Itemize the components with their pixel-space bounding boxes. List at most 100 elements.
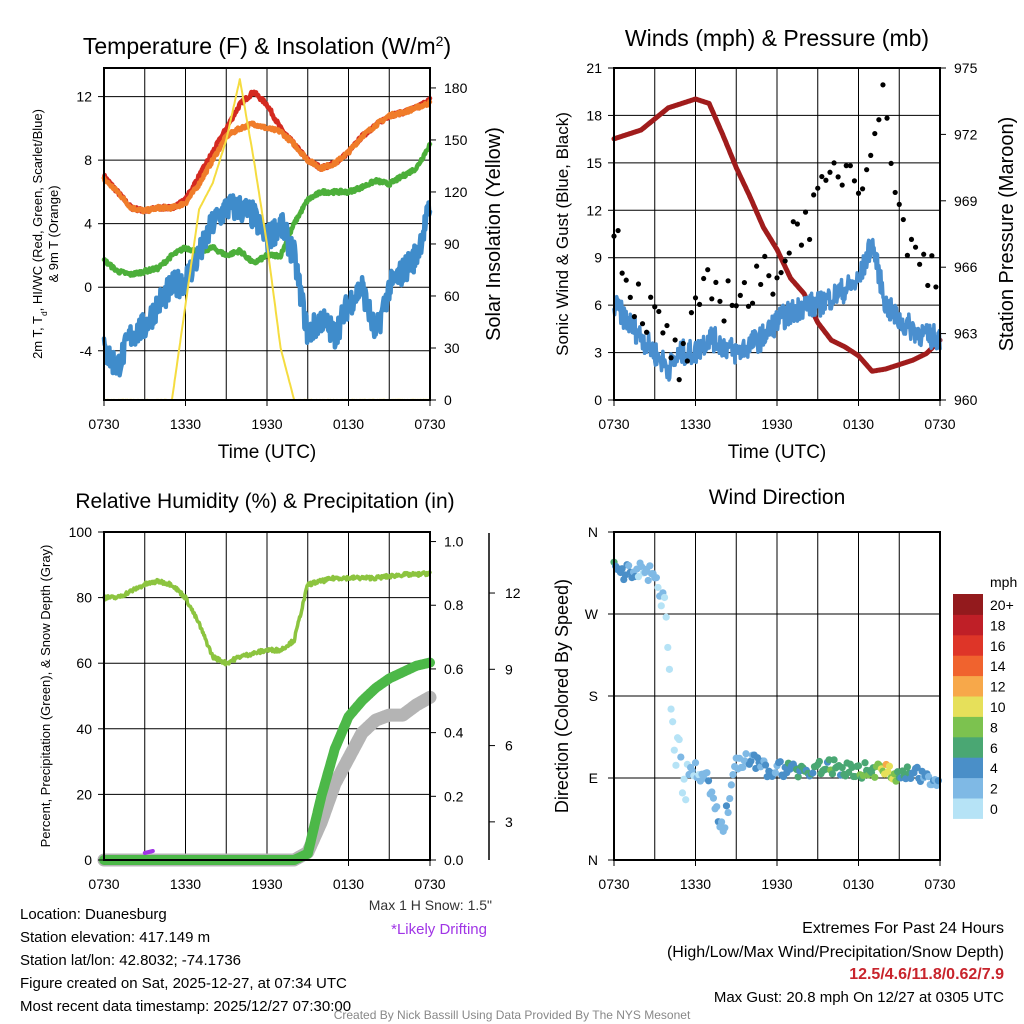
x-tick-label: 0730 — [414, 876, 445, 892]
x-tick-label: 0730 — [598, 416, 629, 432]
chart-title: Relative Humidity (%) & Precipitation (i… — [75, 490, 454, 513]
x-tick-label: 1330 — [680, 876, 711, 892]
gust-point — [660, 330, 666, 336]
y-tick-label: 0 — [84, 279, 92, 295]
colorbar-swatch — [953, 655, 983, 677]
x-tick-label: 1330 — [680, 416, 711, 432]
gust-point — [819, 173, 825, 180]
series-line-relative-humidity — [102, 570, 432, 667]
chart-title-end: ) — [443, 33, 451, 59]
y-axis-label-part: Direction (Colored By Speed) — [552, 579, 572, 813]
y-tick-label: 4 — [84, 216, 92, 232]
direction-point — [682, 796, 690, 804]
gust-point — [929, 253, 935, 259]
direction-point — [742, 750, 750, 758]
gust-point — [855, 190, 862, 196]
max-snow-note: Max 1 H Snow: 1.5" — [368, 897, 492, 913]
gust-point — [774, 275, 780, 281]
colorbar-swatch — [953, 736, 983, 758]
direction-point — [809, 769, 817, 777]
direction-point — [670, 746, 678, 754]
chart-title: Wind Direction — [709, 486, 846, 509]
gust-point — [733, 303, 739, 309]
direction-point — [675, 735, 683, 744]
gust-point — [656, 308, 662, 315]
gust-point — [770, 291, 776, 297]
y-axis-label-part: , HI/WC (Red, Green, Scarlet/Blue) — [30, 109, 45, 311]
y-tick-label: 960 — [954, 392, 978, 408]
gust-point — [815, 185, 821, 191]
gust-point — [872, 130, 878, 137]
gust-point — [766, 273, 772, 279]
colorbar-swatch — [953, 757, 983, 779]
y-tick-label: 30 — [444, 340, 460, 356]
gust-point — [713, 279, 719, 285]
x-tick-label: 0130 — [843, 876, 874, 892]
x-tick-label: 0130 — [333, 416, 364, 432]
y-axis-label-line2: & 9m T (Orange) — [46, 185, 61, 282]
gust-point — [843, 163, 849, 169]
extremes-values: 12.5/4.6/11.8/0.62/7.9 — [849, 966, 1004, 983]
y-tick-label: 972 — [954, 126, 978, 142]
x-tick-label: 0130 — [333, 876, 364, 892]
x-tick-label: 1330 — [170, 416, 201, 432]
y-tick-label: 0.2 — [444, 788, 464, 804]
winds-panel: 0730 1330 1930 0130 0730 0 3 6 9 12 15 18 21 960 963 96… — [553, 25, 1018, 463]
gust-point — [835, 174, 841, 180]
gust-point — [782, 258, 788, 264]
gust-point — [896, 201, 902, 207]
gust-point — [721, 318, 727, 324]
gust-point — [908, 236, 915, 243]
y-axis-right-label-part: Station Pressure (Maroon) — [996, 117, 1018, 352]
direction-point — [677, 753, 685, 761]
colorbar-label: 12 — [990, 679, 1006, 695]
gust-point — [652, 304, 658, 310]
max-gust: Max Gust: 20.8 mph On 12/27 at 0305 UTC — [713, 989, 1004, 1006]
gust-point — [705, 267, 711, 273]
direction-point — [726, 794, 734, 803]
direction-point — [924, 773, 933, 781]
y-tick-label: S — [589, 688, 598, 704]
direction-point — [747, 757, 755, 765]
gust-point — [684, 358, 690, 364]
gust-point — [709, 296, 715, 302]
colorbar-swatch — [953, 634, 983, 656]
direction-point — [828, 770, 837, 778]
gust-point — [864, 167, 870, 173]
chart-title: Winds (mph) & Pressure (mb) — [625, 25, 929, 51]
direction-point — [717, 818, 726, 826]
gust-point — [851, 178, 858, 184]
y-tick-label: 963 — [954, 326, 978, 342]
direction-point — [854, 762, 863, 770]
gust-point — [758, 281, 764, 288]
y-tick-label: 80 — [76, 590, 92, 606]
gust-point — [696, 301, 703, 307]
y-tick-label: 0.8 — [444, 597, 464, 613]
direction-point — [662, 613, 670, 621]
y-tick-label: 0.4 — [444, 725, 464, 741]
gust-point — [688, 310, 695, 316]
gust-point — [676, 377, 682, 383]
direction-point — [625, 561, 633, 570]
direction-point — [794, 773, 802, 781]
direction-point — [646, 562, 654, 570]
y-tick-label: 0 — [444, 392, 452, 408]
colorbar-label: 18 — [990, 617, 1006, 633]
direction-point — [664, 643, 672, 652]
gust-point — [725, 278, 731, 284]
chart-title: Temperature (F) & Insolation (W/m2) — [83, 33, 451, 59]
gust-point — [672, 337, 678, 343]
series-line-9m-t — [101, 99, 433, 215]
direction-point — [903, 763, 912, 771]
colorbar-label: 10 — [990, 699, 1006, 715]
y-tick-label: 3 — [594, 345, 602, 361]
direction-point — [691, 759, 700, 767]
x-tick-label: 0130 — [843, 416, 874, 432]
y-tick-label: 969 — [954, 193, 978, 209]
y-tick-label: 0 — [594, 392, 602, 408]
direction-point — [871, 773, 879, 781]
gust-point — [778, 269, 784, 276]
y-axis-label-part: 2m T, T — [30, 316, 45, 359]
colorbar-swatch — [953, 614, 983, 636]
